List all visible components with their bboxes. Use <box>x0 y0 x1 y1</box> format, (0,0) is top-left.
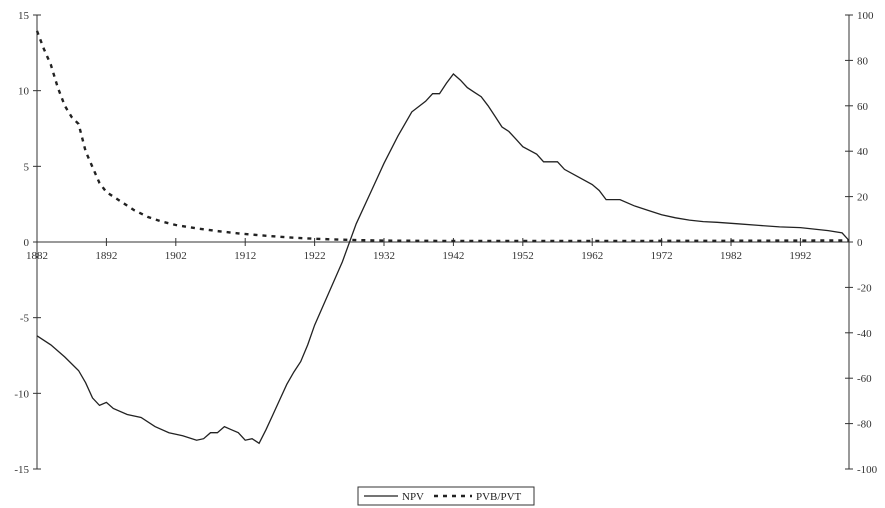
series-pvb-pvt-line <box>35 30 850 243</box>
left-tick-label: 10 <box>18 86 30 98</box>
right-tick-label: 20 <box>857 192 869 204</box>
left-tick-label: -10 <box>14 388 29 400</box>
right-tick-label: 0 <box>857 237 863 249</box>
x-tick-label: 1932 <box>373 250 395 262</box>
right-tick-label: -60 <box>857 373 872 385</box>
x-tick-label: 1972 <box>651 250 673 262</box>
series-pvb-pvt <box>35 30 850 243</box>
right-tick-label: 100 <box>857 10 874 22</box>
x-tick-label: 1952 <box>512 250 534 262</box>
right-tick-label: -40 <box>857 328 872 340</box>
left-tick-label: -5 <box>20 313 30 325</box>
left-tick-label: 0 <box>24 237 30 249</box>
right-tick-label: 60 <box>857 101 869 113</box>
x-tick-label: 1882 <box>26 250 48 262</box>
x-tick-label: 1922 <box>304 250 326 262</box>
x-tick-label: 1942 <box>442 250 464 262</box>
legend-label-pvb-pvt: PVB/PVT <box>476 491 522 503</box>
x-tick-label: 1902 <box>165 250 187 262</box>
right-tick-label: -100 <box>857 464 878 476</box>
left-tick-label: -15 <box>14 464 29 476</box>
right-y-ticks: 100 80 60 40 20 0 -20 -40 -60 -80 -100 <box>845 10 878 476</box>
left-tick-label: 15 <box>18 10 30 22</box>
left-tick-label: 5 <box>24 161 30 173</box>
x-tick-label: 1912 <box>234 250 256 262</box>
x-ticks: 1882 1892 1902 1912 1922 1932 1942 1952 1962 1972… <box>26 238 811 262</box>
right-tick-label: -20 <box>857 282 872 294</box>
x-tick-label: 1982 <box>720 250 742 262</box>
left-y-ticks: 15 10 5 0 -5 -10 -15 <box>14 10 41 476</box>
x-tick-label: 1992 <box>789 250 811 262</box>
series-npv <box>36 73 850 445</box>
right-tick-label: 40 <box>857 146 869 158</box>
right-tick-label: 80 <box>857 55 869 67</box>
legend: NPV PVB/PVT <box>357 486 535 506</box>
legend-label-npv: NPV <box>402 491 424 503</box>
right-tick-label: -80 <box>857 419 872 431</box>
series-npv-line <box>36 73 850 445</box>
x-tick-label: 1962 <box>581 250 603 262</box>
x-tick-label: 1892 <box>95 250 117 262</box>
